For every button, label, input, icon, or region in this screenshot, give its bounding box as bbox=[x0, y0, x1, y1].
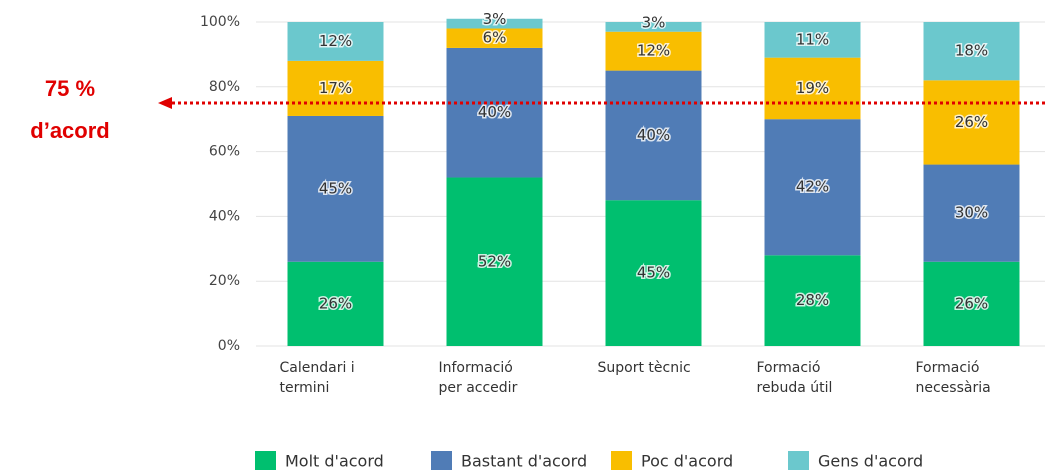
legend-swatch bbox=[255, 451, 276, 470]
legend-swatch bbox=[611, 451, 632, 470]
data-label: 17% bbox=[319, 79, 352, 97]
bar-segment bbox=[764, 57, 861, 120]
y-tick-label: 0% bbox=[218, 338, 240, 354]
x-tick-label: Informació per accedir bbox=[439, 360, 518, 396]
data-label: 26% bbox=[319, 294, 352, 312]
bar-segment bbox=[446, 28, 543, 48]
bar-segment bbox=[764, 119, 861, 256]
bar-segment bbox=[605, 200, 702, 346]
data-label: 18% bbox=[955, 42, 988, 60]
x-tick-label: Calendari i termini bbox=[280, 360, 355, 396]
bar-segment bbox=[446, 47, 543, 178]
bar-segment bbox=[287, 60, 384, 116]
y-tick-label: 40% bbox=[209, 208, 240, 224]
data-label: 28% bbox=[796, 291, 829, 309]
y-tick-label: 80% bbox=[209, 79, 240, 95]
y-tick-label: 60% bbox=[209, 144, 240, 160]
x-tick-label: Formació necessària bbox=[916, 360, 991, 396]
data-label: 12% bbox=[637, 42, 670, 60]
y-tick-label: 100% bbox=[200, 14, 240, 30]
bar-segment bbox=[446, 177, 543, 346]
legend-label: Molt d'acord bbox=[285, 452, 384, 470]
bar-segment bbox=[605, 31, 702, 71]
legend-label: Gens d'acord bbox=[818, 452, 923, 470]
legend-swatch bbox=[788, 451, 809, 470]
bar-segment bbox=[923, 164, 1020, 262]
bar-segment bbox=[764, 22, 861, 58]
bar-segment bbox=[446, 18, 543, 29]
data-label: 42% bbox=[796, 178, 829, 196]
data-label: 11% bbox=[796, 30, 829, 48]
bar-segment bbox=[923, 80, 1020, 165]
x-tick-label: Formació rebuda útil bbox=[757, 360, 833, 396]
bar-segment bbox=[287, 115, 384, 262]
data-label: 3% bbox=[483, 10, 507, 28]
bar-segment bbox=[287, 22, 384, 61]
legend-label: Bastant d'acord bbox=[461, 452, 587, 470]
data-label: 6% bbox=[483, 29, 507, 47]
data-label: 30% bbox=[955, 204, 988, 222]
data-label: 26% bbox=[955, 294, 988, 312]
bar-segment bbox=[764, 255, 861, 346]
data-label: 26% bbox=[955, 113, 988, 131]
data-label: 12% bbox=[319, 32, 352, 50]
bar-segment bbox=[605, 70, 702, 201]
annotation: 75 % d’acord bbox=[30, 76, 109, 143]
bar-segment bbox=[287, 261, 384, 346]
y-tick-label: 20% bbox=[209, 273, 240, 289]
data-label: 52% bbox=[478, 252, 511, 270]
data-label: 45% bbox=[319, 179, 352, 197]
data-label: 3% bbox=[642, 13, 666, 31]
data-label: 19% bbox=[796, 79, 829, 97]
data-label: 40% bbox=[637, 126, 670, 144]
bar-segment bbox=[923, 22, 1020, 81]
data-label: 40% bbox=[478, 103, 511, 121]
data-label: 45% bbox=[637, 264, 670, 282]
arrow-head bbox=[158, 97, 172, 109]
x-tick-label: Suport tècnic bbox=[598, 360, 691, 376]
bar-segment bbox=[605, 22, 702, 32]
legend-label: Poc d'acord bbox=[641, 452, 733, 470]
legend-swatch bbox=[431, 451, 452, 470]
bar-segment bbox=[923, 261, 1020, 346]
